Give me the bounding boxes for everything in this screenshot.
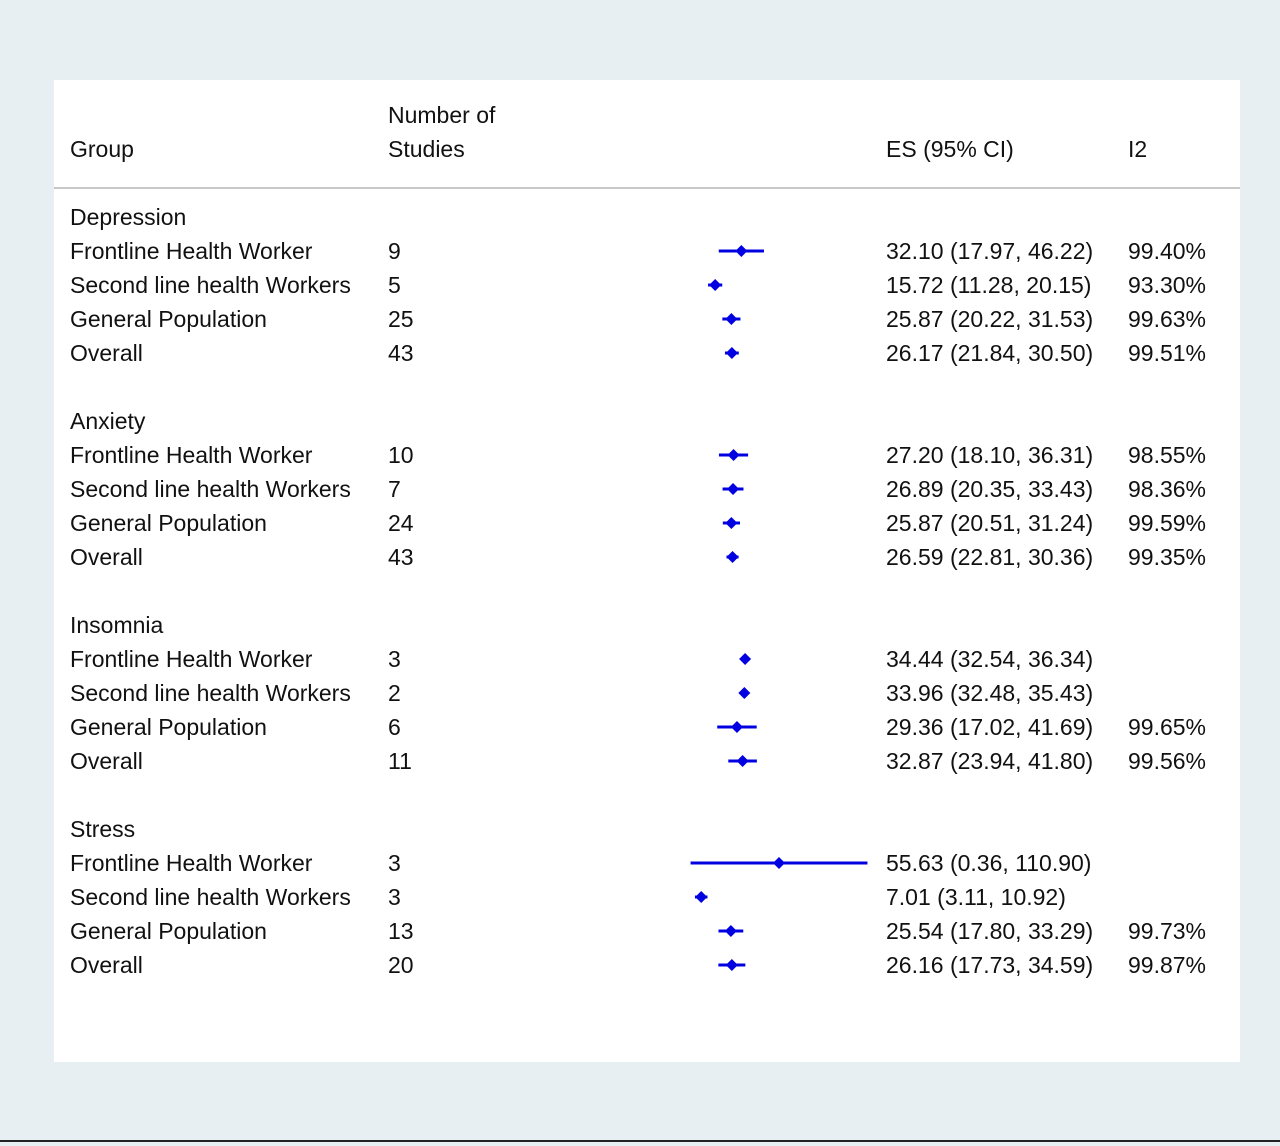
point-estimate-marker [726,551,739,563]
row-es-ci: 7.01 (3.11, 10.92) [886,884,1066,910]
row-study-count: 24 [388,510,414,536]
point-estimate-marker [773,857,786,869]
row-es-ci: 55.63 (0.36, 110.90) [886,850,1091,876]
row-es-ci: 25.87 (20.22, 31.53) [886,306,1093,332]
row-es-ci: 34.44 (32.54, 36.34) [886,646,1093,672]
row-i2: 93.30% [1128,272,1206,298]
point-estimate-marker [738,687,751,699]
row-study-count: 10 [388,442,414,468]
row-study-count: 11 [388,748,412,774]
point-estimate-marker [727,483,740,495]
point-estimate-marker [730,721,743,733]
row-es-ci: 15.72 (11.28, 20.15) [886,272,1091,298]
row-study-count: 3 [388,850,401,876]
row-study-count: 25 [388,306,414,332]
row-i2: 98.36% [1128,476,1206,502]
point-estimate-marker [709,279,722,291]
row-group-label: Frontline Health Worker [70,238,313,264]
row-group-label: General Population [70,714,267,740]
row-i2: 99.40% [1128,238,1206,264]
row-i2: 99.87% [1128,952,1206,978]
row-study-count: 3 [388,884,401,910]
row-study-count: 13 [388,918,414,944]
row-i2: 99.59% [1128,510,1206,536]
row-study-count: 9 [388,238,401,264]
row-es-ci: 26.89 (20.35, 33.43) [886,476,1093,502]
point-estimate-marker [736,755,749,767]
row-study-count: 2 [388,680,401,706]
point-estimate-marker [725,313,738,325]
row-group-label: Frontline Health Worker [70,442,313,468]
row-group-label: Second line health Workers [70,884,351,910]
row-group-label: Second line health Workers [70,476,351,502]
bottom-rule [0,1140,1280,1142]
row-group-label: Second line health Workers [70,272,351,298]
row-i2: 99.63% [1128,306,1206,332]
row-group-label: Overall [70,952,143,978]
row-group-label: General Population [70,306,267,332]
row-i2: 99.73% [1128,918,1206,944]
row-es-ci: 26.59 (22.81, 30.36) [886,544,1093,570]
row-es-ci: 32.87 (23.94, 41.80) [886,748,1093,774]
section-title: Insomnia [70,612,164,638]
row-i2: 99.35% [1128,544,1206,570]
point-estimate-marker [727,449,740,461]
point-estimate-marker [735,245,748,257]
row-group-label: General Population [70,510,267,536]
point-estimate-marker [739,653,752,665]
row-group-label: Overall [70,748,143,774]
forest-plot-panel [54,80,1240,1062]
row-study-count: 5 [388,272,401,298]
row-i2: 99.51% [1128,340,1206,366]
point-estimate-marker [725,347,738,359]
row-es-ci: 32.10 (17.97, 46.22) [886,238,1093,264]
row-study-count: 6 [388,714,401,740]
point-estimate-marker [724,925,737,937]
row-es-ci: 25.54 (17.80, 33.29) [886,918,1093,944]
header-i2: I2 [1128,136,1147,162]
row-study-count: 43 [388,340,414,366]
row-es-ci: 25.87 (20.51, 31.24) [886,510,1093,536]
row-es-ci: 27.20 (18.10, 36.31) [886,442,1093,468]
row-group-label: Frontline Health Worker [70,850,313,876]
row-group-label: General Population [70,918,267,944]
forest-rows: Depression Frontline Health Worker 9 32.10 … [70,204,1206,978]
section-title: Depression [70,204,186,230]
row-es-ci: 26.16 (17.73, 34.59) [886,952,1093,978]
header-row: Group Number of Studies ES (95% CI) I2 [54,102,1240,189]
row-i2: 99.65% [1128,714,1206,740]
row-study-count: 43 [388,544,414,570]
row-es-ci: 33.96 (32.48, 35.43) [886,680,1093,706]
header-studies-line1: Number of [388,102,496,128]
point-estimate-marker [725,959,738,971]
row-i2: 99.56% [1128,748,1206,774]
row-es-ci: 29.36 (17.02, 41.69) [886,714,1093,740]
row-group-label: Frontline Health Worker [70,646,313,672]
row-group-label: Overall [70,544,143,570]
point-estimate-marker [725,517,738,529]
row-study-count: 7 [388,476,401,502]
row-group-label: Second line health Workers [70,680,351,706]
row-group-label: Overall [70,340,143,366]
section-title: Stress [70,816,135,842]
header-group: Group [70,136,134,162]
row-study-count: 20 [388,952,414,978]
header-studies-line2: Studies [388,136,465,162]
header-es: ES (95% CI) [886,136,1014,162]
row-es-ci: 26.17 (21.84, 30.50) [886,340,1093,366]
section-title: Anxiety [70,408,146,434]
row-study-count: 3 [388,646,401,672]
row-i2: 98.55% [1128,442,1206,468]
point-estimate-marker [695,891,708,903]
